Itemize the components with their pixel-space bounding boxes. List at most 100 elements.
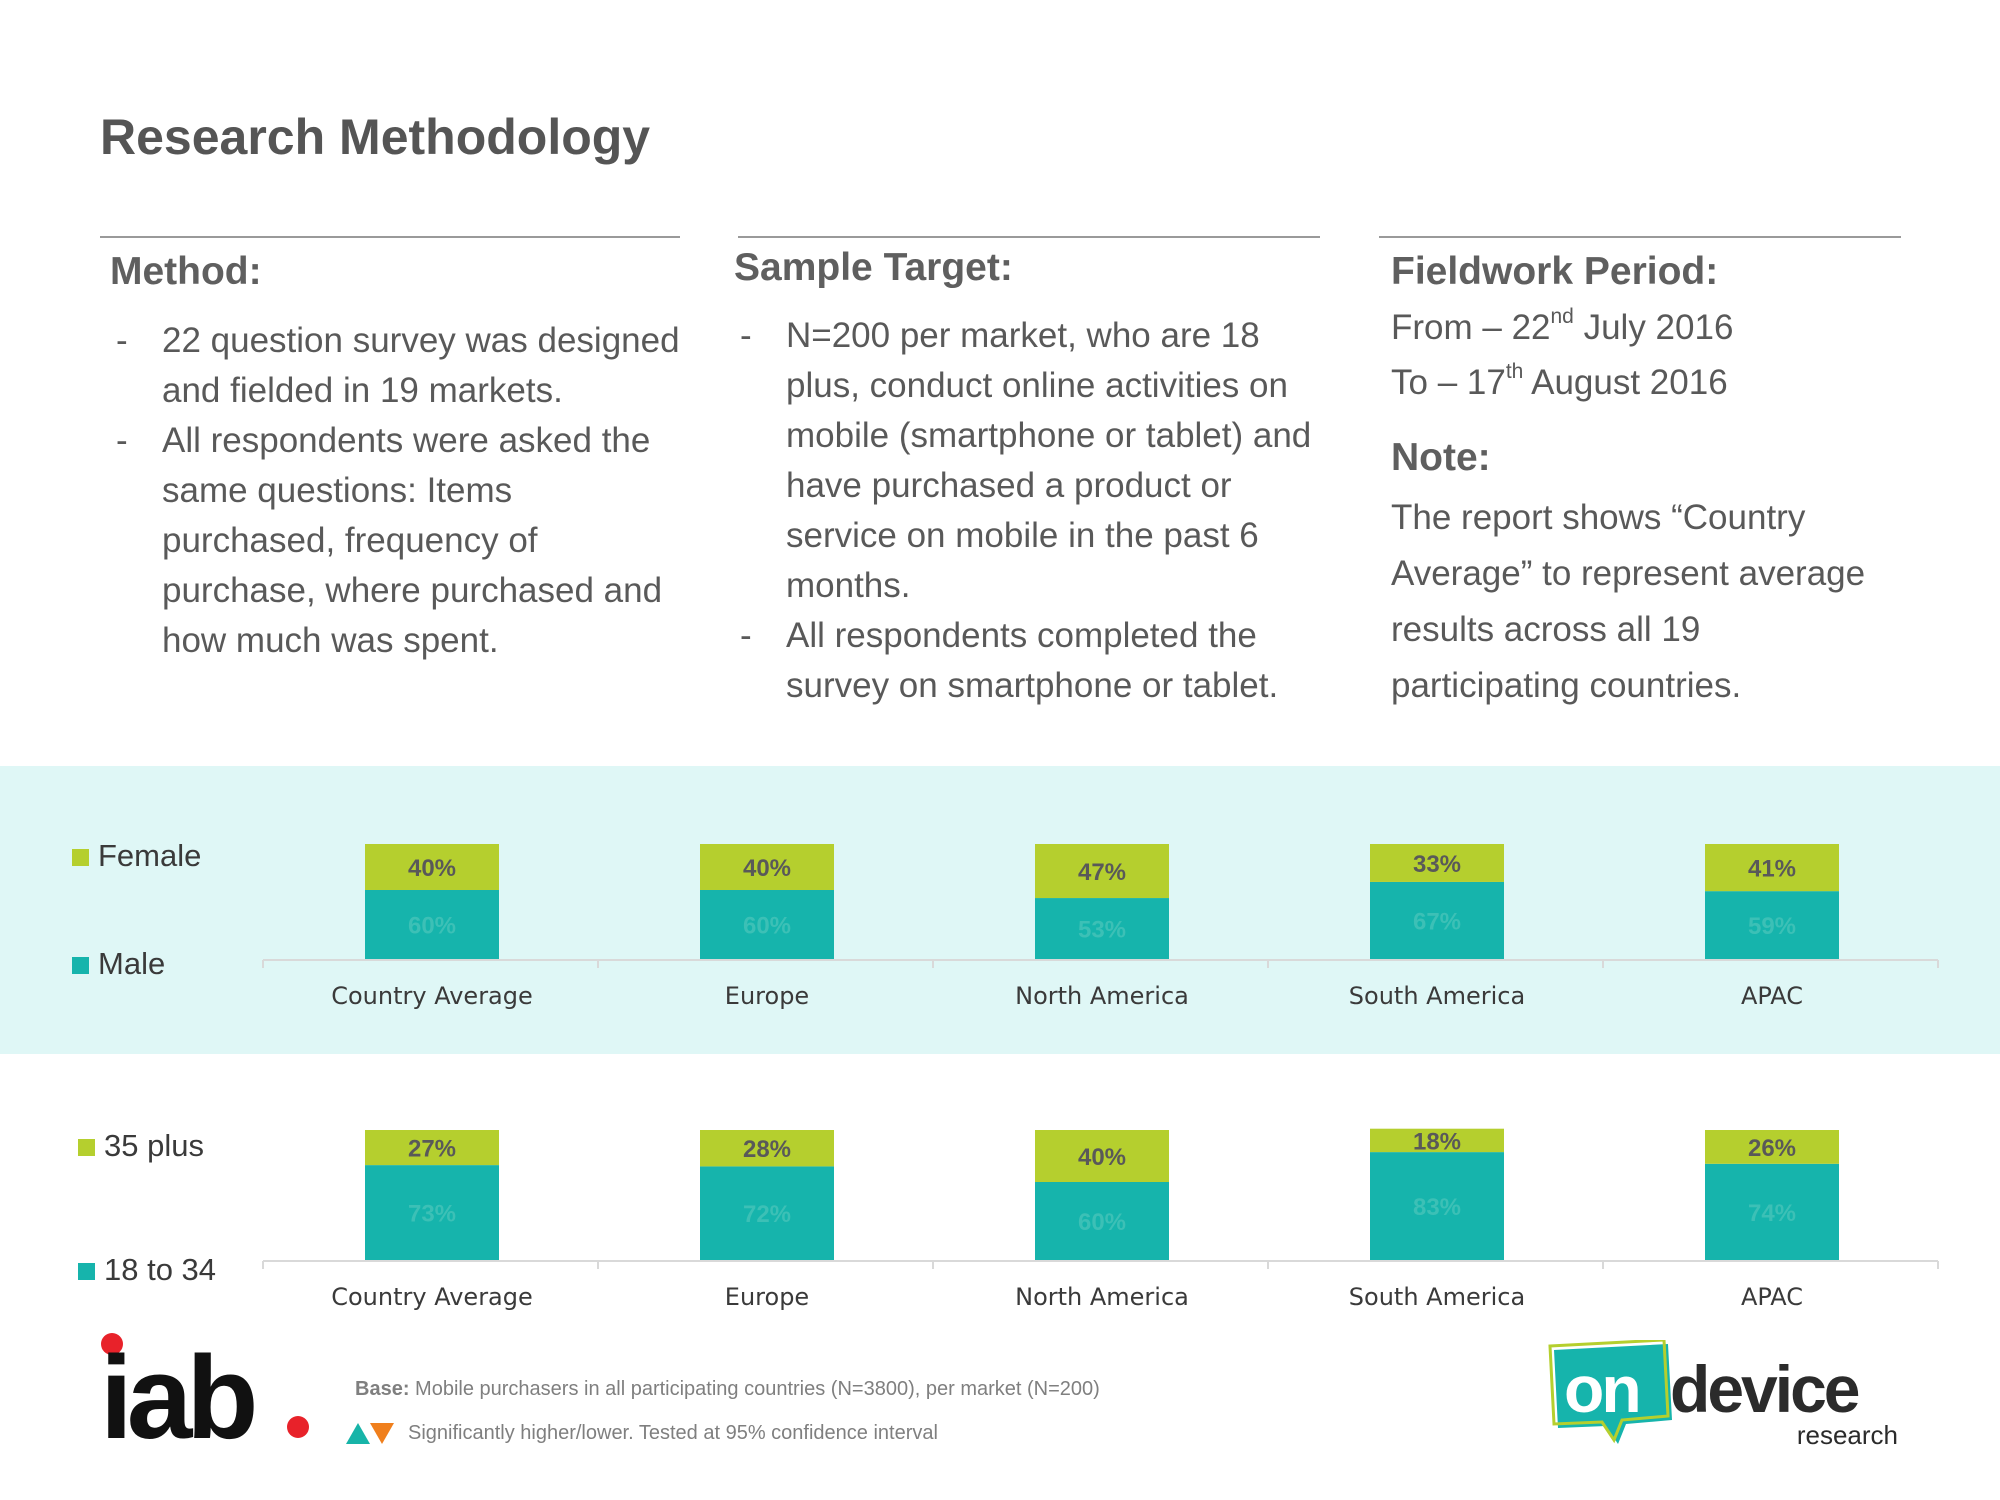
iab-wordmark: iab xyxy=(100,1332,254,1444)
fieldwork-from: From – 22nd July 2016 xyxy=(1391,305,1734,348)
method-heading: Method: xyxy=(110,250,262,293)
data-label: 59% xyxy=(1748,913,1796,940)
data-label: 27% xyxy=(408,1136,456,1163)
data-label: 18% xyxy=(1413,1128,1461,1155)
bar-segment-male xyxy=(365,890,499,959)
method-bullet: - All respondents were asked the same que… xyxy=(110,416,690,666)
legend-18-to-34: 18 to 34 xyxy=(78,1252,216,1288)
ondevice-device: device xyxy=(1670,1352,1859,1426)
category-label: South America xyxy=(1349,1283,1525,1311)
base-label: Base: xyxy=(355,1378,410,1400)
bar-segment-35-plus xyxy=(1370,1128,1504,1153)
significance-text: Significantly higher/lower. Tested at 95… xyxy=(408,1422,938,1444)
bar-segment-female xyxy=(1370,844,1504,882)
bar-segment-18-to-34 xyxy=(1035,1182,1169,1260)
category-label: Country Average xyxy=(331,982,533,1010)
ondevice-research: research xyxy=(1797,1420,1898,1450)
legend-female: Female xyxy=(72,838,201,874)
sample-heading: Sample Target: xyxy=(734,246,1013,289)
iab-dot-i xyxy=(101,1333,123,1355)
data-label: 60% xyxy=(1078,1209,1126,1236)
sample-rule xyxy=(738,236,1320,238)
data-label: 72% xyxy=(743,1201,791,1228)
data-label: 60% xyxy=(408,913,456,940)
from-sup: nd xyxy=(1550,305,1574,329)
legend-label: 35 plus xyxy=(104,1128,204,1163)
gender-band xyxy=(0,766,2000,1054)
legend-label: Female xyxy=(98,838,202,873)
category-label: Europe xyxy=(725,1283,809,1311)
to-sup: th xyxy=(1505,360,1524,384)
bar-segment-female xyxy=(1035,844,1169,899)
fieldwork-to: To – 17th August 2016 xyxy=(1391,360,1728,403)
footer-significance: Significantly higher/lower. Tested at 95… xyxy=(346,1422,938,1445)
legend-swatch-male xyxy=(72,957,89,974)
bar-segment-35-plus xyxy=(1705,1130,1839,1164)
sample-column: Sample Target: - N=200 per market, who ar… xyxy=(734,236,1320,736)
data-label: 73% xyxy=(408,1201,456,1228)
bullet-dash: - xyxy=(116,421,128,460)
data-label: 33% xyxy=(1413,851,1461,878)
gender-chart: 40% 60% Country Average 40% 60% Europe 47% 53% N… xyxy=(262,844,1939,1010)
from-suffix: July 2016 xyxy=(1573,308,1734,347)
to-prefix: To – 17 xyxy=(1391,363,1506,402)
legend-swatch-female xyxy=(72,849,89,866)
bullet-dash: - xyxy=(740,316,752,355)
legend-male: Male xyxy=(72,946,165,982)
data-label: 28% xyxy=(743,1136,791,1163)
age-chart: 27% 73% Country Average 28% 72% Europe 40% 60% N… xyxy=(262,1128,1939,1311)
bar-segment-35-plus xyxy=(700,1130,834,1167)
method-column: Method: -22 question survey was designed… xyxy=(100,236,680,736)
data-label: 47% xyxy=(1078,859,1126,886)
bar-segment-male xyxy=(1370,881,1504,959)
data-label: 40% xyxy=(408,855,456,882)
base-text: Mobile purchasers in all participating c… xyxy=(409,1378,1100,1400)
bar-segment-female xyxy=(700,844,834,890)
data-label: 83% xyxy=(1413,1194,1461,1221)
footer-base: Base: Mobile purchasers in all participa… xyxy=(355,1378,1100,1401)
data-label: 26% xyxy=(1748,1135,1796,1162)
data-label: 67% xyxy=(1413,908,1461,935)
data-label: 40% xyxy=(1078,1144,1126,1171)
method-bullet: -22 question survey was designed and fie… xyxy=(110,316,690,416)
fieldwork-column: Fieldwork Period: From – 22nd July 2016 … xyxy=(1379,236,1901,736)
iab-logo: iab xyxy=(100,1332,309,1444)
bar-segment-male xyxy=(1705,891,1839,959)
data-label: 40% xyxy=(743,855,791,882)
bar-segment-35-plus xyxy=(365,1130,499,1166)
sample-bullet: - N=200 per market, who are 18 plus, cond… xyxy=(734,311,1324,611)
bar-segment-18-to-34 xyxy=(365,1165,499,1260)
bar-segment-18-to-34 xyxy=(700,1166,834,1260)
triangle-down-icon xyxy=(370,1423,394,1444)
legend-swatch-35-plus xyxy=(78,1139,95,1156)
method-rule xyxy=(100,236,680,238)
category-label: Country Average xyxy=(331,1283,533,1311)
fieldwork-rule xyxy=(1379,236,1901,238)
data-label: 60% xyxy=(743,913,791,940)
ondevice-logo: on device research xyxy=(1548,1340,1898,1450)
data-label: 41% xyxy=(1748,856,1796,883)
speech-bubble-outline xyxy=(1548,1340,1670,1444)
data-label: 74% xyxy=(1748,1200,1796,1227)
category-label: APAC xyxy=(1741,1283,1803,1311)
ondevice-on: on xyxy=(1564,1352,1639,1426)
legend-swatch-18-to-34 xyxy=(78,1263,95,1280)
sample-bullet: - All respondents completed the survey on… xyxy=(734,611,1324,711)
note-heading: Note: xyxy=(1391,436,1491,479)
fieldwork-heading: Fieldwork Period: xyxy=(1391,250,1719,293)
iab-dot-period xyxy=(287,1416,309,1438)
category-label: North America xyxy=(1015,1283,1189,1311)
legend-label: 18 to 34 xyxy=(104,1252,217,1287)
to-suffix: August 2016 xyxy=(1523,363,1728,402)
note-text: The report shows “Country Average” to re… xyxy=(1391,498,1866,705)
legend-label: Male xyxy=(98,946,166,981)
sample-bullets: - N=200 per market, who are 18 plus, cond… xyxy=(734,311,1324,711)
bar-segment-female xyxy=(1705,844,1839,892)
category-label: Europe xyxy=(725,982,809,1010)
bar-segment-male xyxy=(700,890,834,959)
bullet-dash: - xyxy=(740,616,752,655)
data-label: 53% xyxy=(1078,917,1126,944)
bar-segment-18-to-34 xyxy=(1370,1152,1504,1260)
bar-segment-18-to-34 xyxy=(1705,1163,1839,1260)
category-label: APAC xyxy=(1741,982,1803,1010)
